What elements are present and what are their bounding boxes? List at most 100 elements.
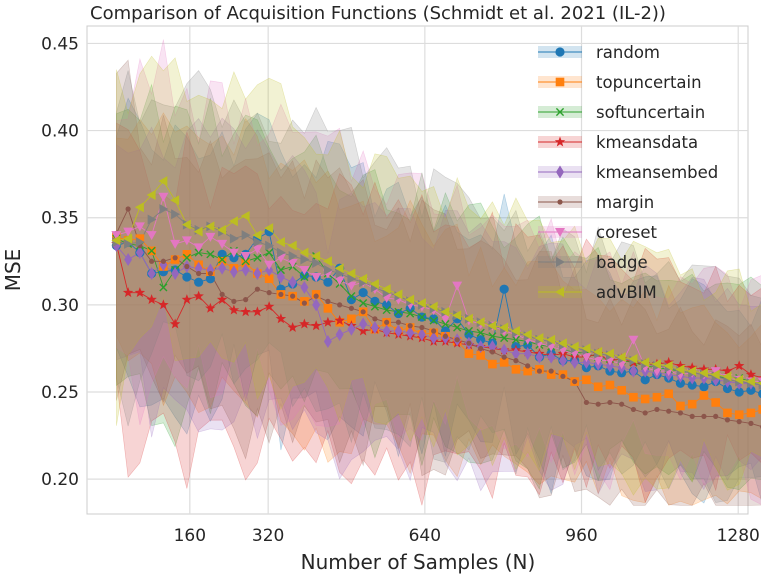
legend-label: softuncertain <box>596 103 705 122</box>
point-topuncertain <box>629 392 638 402</box>
point-coreset <box>123 227 134 237</box>
point-topuncertain <box>640 394 650 404</box>
point-margin <box>313 293 319 299</box>
y-tick-label: 0.40 <box>41 122 79 142</box>
point-badge <box>124 238 134 249</box>
point-softuncertain <box>453 323 462 332</box>
point-random <box>429 314 439 324</box>
point-margin <box>713 413 719 419</box>
point-advBIM <box>581 343 591 354</box>
x-tick-labels: 160 320 640 960 1280 <box>174 526 760 546</box>
legend-item-coreset: coreset <box>538 223 657 242</box>
point-margin <box>184 263 190 270</box>
point-badge <box>288 251 298 262</box>
point-softuncertain <box>370 302 379 311</box>
point-badge <box>135 237 145 248</box>
point-advBIM <box>405 294 415 305</box>
point-advBIM <box>757 381 761 386</box>
point-advBIM <box>569 341 579 352</box>
point-kmeansembed <box>605 359 614 373</box>
point-random <box>746 385 756 395</box>
point-margin <box>525 363 531 369</box>
point-advBIM <box>393 289 403 300</box>
point-coreset <box>346 281 357 291</box>
point-coreset <box>193 243 204 253</box>
point-badge <box>335 268 345 279</box>
point-margin <box>689 413 695 419</box>
y-axis-title: MSE <box>1 249 25 292</box>
y-tick-label: 0.20 <box>41 470 79 490</box>
point-badge <box>347 273 357 284</box>
legend-marker <box>555 228 565 237</box>
legend-marker <box>555 77 565 87</box>
point-coreset <box>311 272 322 282</box>
point-advBIM <box>287 240 297 251</box>
point-advBIM <box>334 263 344 274</box>
point-badge <box>171 209 181 220</box>
point-softuncertain <box>159 283 168 292</box>
point-advBIM <box>358 273 368 284</box>
point-advBIM <box>381 284 391 295</box>
point-topuncertain <box>593 382 603 392</box>
point-random <box>299 270 309 280</box>
point-random <box>346 295 356 305</box>
point-badge <box>265 240 275 251</box>
point-coreset <box>134 222 145 232</box>
point-kmeansdata <box>252 306 263 317</box>
point-kmeansdata <box>745 369 757 380</box>
point-advBIM <box>475 317 485 328</box>
point-margin <box>301 300 307 306</box>
point-advBIM <box>252 230 262 241</box>
point-margin <box>607 399 613 406</box>
point-topuncertain <box>464 349 474 358</box>
point-random <box>229 253 239 263</box>
point-random <box>182 272 192 282</box>
point-advBIM <box>675 364 685 375</box>
point-softuncertain <box>394 307 403 316</box>
point-random <box>393 308 404 319</box>
point-coreset <box>252 245 263 255</box>
point-badge <box>229 233 239 244</box>
x-tick-label: 960 <box>565 526 597 546</box>
point-margin <box>278 291 284 297</box>
legend-marker <box>555 107 565 117</box>
point-advBIM <box>369 278 379 289</box>
legend-marker <box>555 287 564 297</box>
point-coreset <box>170 239 181 249</box>
point-advBIM <box>698 367 708 378</box>
point-softuncertain <box>182 253 191 262</box>
point-kmeansdata <box>334 315 345 325</box>
point-topuncertain <box>746 408 756 418</box>
point-advBIM <box>111 235 121 246</box>
point-margin <box>125 206 131 212</box>
point-kmeansembed <box>312 298 321 312</box>
y-tick-labels: 0.20 0.25 0.30 0.35 0.40 0.45 <box>41 34 79 490</box>
point-margin <box>395 319 402 325</box>
point-topuncertain <box>664 389 673 399</box>
point-kmeansembed <box>406 326 415 340</box>
point-topuncertain <box>347 314 356 324</box>
legend-marker <box>554 136 566 147</box>
point-kmeansembed <box>276 270 285 284</box>
point-kmeansdata <box>299 318 310 329</box>
point-softuncertain <box>206 250 215 259</box>
point-coreset <box>264 260 275 270</box>
point-softuncertain <box>382 305 391 315</box>
legend-marker <box>556 165 564 179</box>
point-margin <box>207 270 213 277</box>
point-advBIM <box>687 366 697 377</box>
point-advBIM <box>452 310 462 321</box>
legend-label: topuncertain <box>596 73 702 92</box>
legend-label: coreset <box>596 223 657 242</box>
point-margin <box>560 373 566 379</box>
point-topuncertain <box>652 392 662 402</box>
point-coreset <box>299 266 310 275</box>
legend-label: random <box>596 43 660 62</box>
point-kmeansembed <box>558 354 567 368</box>
point-kmeansdata <box>287 322 298 332</box>
point-topuncertain <box>523 366 532 376</box>
point-random <box>722 383 733 394</box>
point-kmeansdata <box>322 316 334 327</box>
point-kmeansdata <box>205 302 216 313</box>
